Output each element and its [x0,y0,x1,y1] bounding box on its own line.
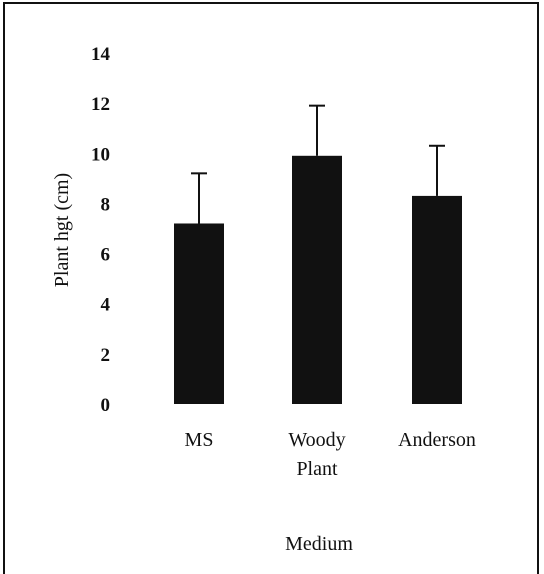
y-axis-tick-labels: 0 2 4 6 8 10 12 14 [91,44,111,416]
y-tick-label: 0 [101,395,111,416]
error-bars [191,104,445,224]
x-category-label-line: MS [185,429,214,451]
x-category-label: Woody Plant [288,429,345,480]
x-category-label: Anderson [398,429,476,451]
error-bar [191,172,207,224]
y-tick-label: 14 [91,44,111,65]
chart-frame [3,2,539,574]
x-axis-category-labels: MS Woody Plant Anderson [185,429,476,480]
x-axis-title: Medium [285,533,353,555]
bar [292,155,342,404]
y-tick-label: 12 [91,94,110,115]
y-tick-label: 2 [101,345,111,366]
bars [174,155,462,404]
x-category-label-line: Woody [288,429,345,451]
x-category-label-line: Anderson [398,429,476,451]
error-bar [429,144,445,196]
y-tick-label: 4 [101,295,111,316]
y-tick-label: 8 [101,194,111,215]
bar [412,195,462,404]
y-axis-title: Plant hgt (cm) [51,173,73,287]
bar [174,223,224,404]
error-bar [309,104,325,156]
y-tick-label: 6 [101,245,111,266]
y-tick-label: 10 [91,144,110,165]
x-category-label: MS [185,429,214,451]
x-category-label-line: Plant [296,458,338,480]
